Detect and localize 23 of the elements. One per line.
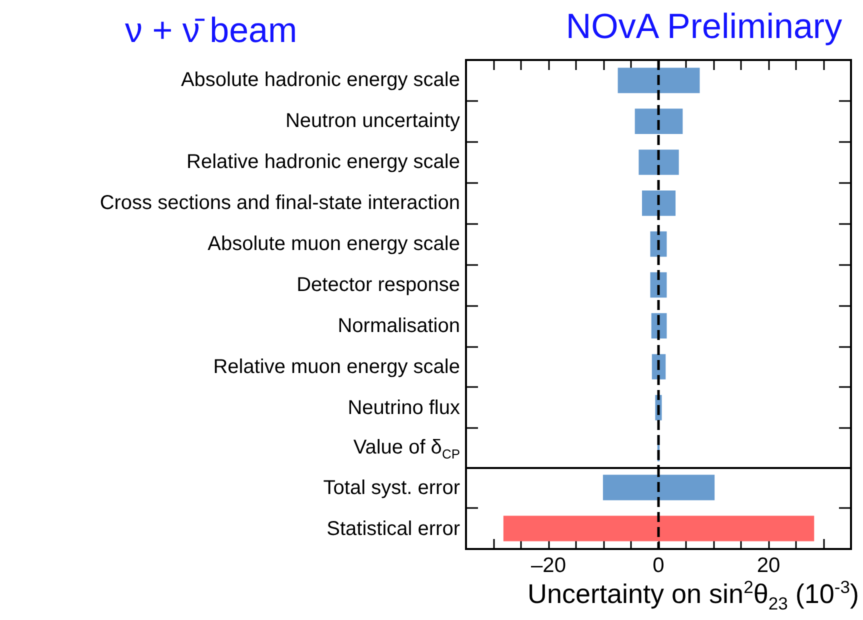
y-tick-label: Normalisation bbox=[338, 314, 460, 338]
y-tick-label: Absolute hadronic energy scale bbox=[180, 68, 460, 92]
chart-title: NOvA Preliminary bbox=[566, 7, 843, 46]
y-tick-label: Neutrino flux bbox=[348, 396, 460, 420]
x-tick-label: 20 bbox=[756, 554, 780, 577]
bar bbox=[638, 150, 679, 175]
y-tick-label: Relative muon energy scale bbox=[213, 354, 460, 379]
bar bbox=[642, 190, 676, 216]
bar bbox=[618, 68, 700, 94]
y-tick-label: Value of δ$_{CP}$ bbox=[353, 435, 460, 462]
y-tick-label: Neutron uncertainty bbox=[285, 109, 460, 134]
x-tick-label: 0 bbox=[652, 554, 664, 577]
bar bbox=[634, 108, 683, 134]
y-tick-label: Statistical error bbox=[326, 516, 460, 540]
x-tick-label: –20 bbox=[530, 554, 566, 577]
bar bbox=[650, 231, 667, 257]
y-tick-label: Total syst. error bbox=[323, 476, 460, 500]
x-axis-title: Uncertainty on sin$^{2}$θ$_{23}$ (10$^{-3}$) bbox=[527, 577, 859, 614]
y-tick-label: Relative hadronic energy scale bbox=[186, 150, 460, 174]
y-tick-label: Absolute muon energy scale bbox=[208, 232, 460, 256]
y-tick-label: Detector response bbox=[296, 272, 460, 297]
chart-subtitle: ν + ν̄ beam bbox=[125, 11, 298, 50]
y-tick-label: Cross sections and final-state interaction bbox=[100, 191, 460, 216]
